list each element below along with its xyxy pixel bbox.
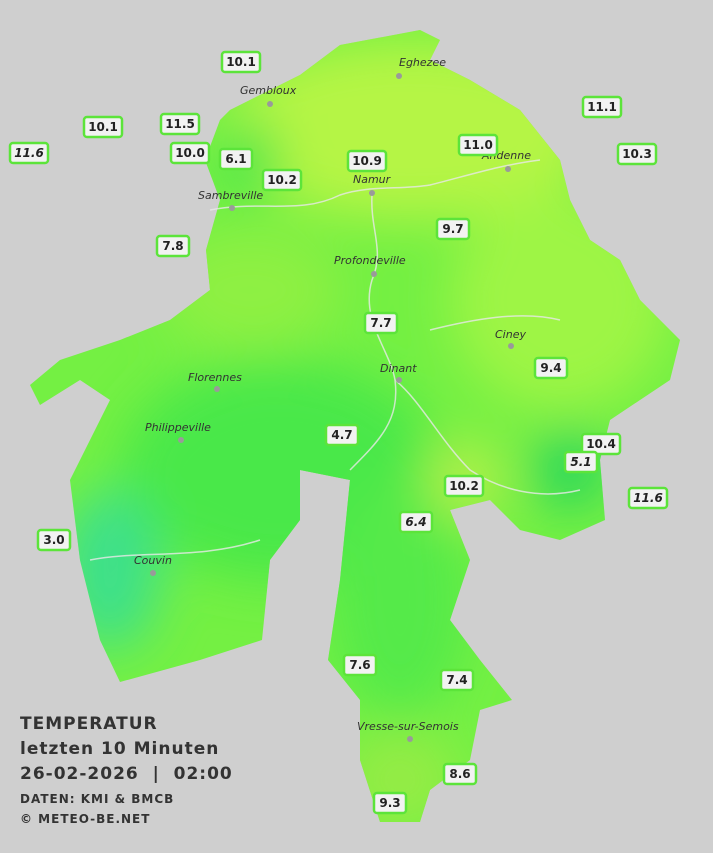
station-box <box>581 95 623 119</box>
station-box <box>442 762 478 786</box>
legend-datetime: 26-02-2026 | 02:00 <box>20 764 233 784</box>
legend-title: TEMPERATUR <box>20 714 158 734</box>
station-value: 10.4 <box>586 437 616 451</box>
station-value: 9.4 <box>540 361 561 375</box>
station-layer: 10.1 10.1 11.5 11.6 10.0 6.1 10.2 10.9 11.0 11.1 1… <box>8 50 669 815</box>
station-box <box>580 432 622 456</box>
station-box <box>457 133 499 157</box>
legend-period: letzten 10 Minuten <box>20 739 219 759</box>
city-label: Namur <box>353 173 392 186</box>
station-box <box>398 510 434 534</box>
station-value: 6.4 <box>405 515 426 529</box>
city-label: Dinant <box>380 362 417 375</box>
station-box <box>435 217 471 241</box>
station-value: 9.3 <box>379 796 400 810</box>
station-box <box>82 115 124 139</box>
station-box <box>159 112 201 136</box>
city-dot <box>396 377 402 383</box>
city-label: Philippeville <box>145 421 211 434</box>
station-box <box>616 142 658 166</box>
city-dot <box>229 205 235 211</box>
station-value: 7.6 <box>349 658 370 672</box>
city-label: Ciney <box>495 328 526 341</box>
city-label: Couvin <box>134 554 172 567</box>
station-value: 11.6 <box>14 146 44 160</box>
station-box <box>8 141 50 165</box>
city-dot <box>396 73 402 79</box>
station-value: 10.2 <box>449 479 479 493</box>
station-value: 10.9 <box>352 154 382 168</box>
station-value: 10.1 <box>88 120 118 134</box>
station-box <box>342 653 378 677</box>
city-dot <box>508 343 514 349</box>
station-value: 10.3 <box>622 147 652 161</box>
city-label: Vresse-sur-Semois <box>357 720 459 733</box>
station-value: 8.6 <box>449 767 470 781</box>
station-box <box>627 486 669 510</box>
city-dot <box>505 166 511 172</box>
station-value: 4.7 <box>331 428 352 442</box>
legend: TEMPERATUR letzten 10 Minuten 26-02-2026… <box>20 714 233 826</box>
station-value: 11.0 <box>463 138 493 152</box>
station-value: 7.8 <box>162 239 183 253</box>
station-value: 11.1 <box>587 100 617 114</box>
station-box <box>346 149 388 173</box>
station-box <box>563 450 599 474</box>
station-box <box>155 234 191 258</box>
station-box <box>261 168 303 192</box>
city-layer: EghezeeGemblouxAndenneNamurSambrevillePr… <box>134 56 531 742</box>
station-box <box>439 668 475 692</box>
city-dot <box>407 736 413 742</box>
city-dot <box>178 437 184 443</box>
city-label: Gembloux <box>240 84 297 97</box>
station-box <box>36 528 72 552</box>
station-value: 5.1 <box>570 455 591 469</box>
rivers <box>89 159 581 561</box>
station-box <box>169 141 211 165</box>
city-dot <box>369 190 375 196</box>
legend-copyright: © METEO-BE.NET <box>20 812 150 826</box>
station-value: 11.6 <box>633 491 663 505</box>
station-value: 10.0 <box>175 146 205 160</box>
city-label: Florennes <box>188 371 242 384</box>
legend-source: DATEN: KMI & BMCB <box>20 792 174 806</box>
city-dot <box>150 570 156 576</box>
station-box <box>363 311 399 335</box>
station-value: 6.1 <box>225 152 246 166</box>
city-dot <box>214 386 220 392</box>
station-value: 7.7 <box>370 316 391 330</box>
station-box <box>533 356 569 380</box>
station-value: 3.0 <box>43 533 64 547</box>
city-label: Sambreville <box>198 189 263 202</box>
station-box <box>218 147 254 171</box>
station-box <box>443 474 485 498</box>
station-box <box>324 423 360 447</box>
station-value: 10.2 <box>267 173 297 187</box>
station-box <box>372 791 408 815</box>
station-value: 10.1 <box>226 55 256 69</box>
city-dot <box>371 271 377 277</box>
station-value: 9.7 <box>442 222 463 236</box>
city-dot <box>267 101 273 107</box>
station-value: 7.4 <box>446 673 467 687</box>
city-label: Profondeville <box>334 254 406 267</box>
station-box <box>220 50 262 74</box>
city-label: Eghezee <box>399 56 446 69</box>
station-value: 11.5 <box>165 117 195 131</box>
